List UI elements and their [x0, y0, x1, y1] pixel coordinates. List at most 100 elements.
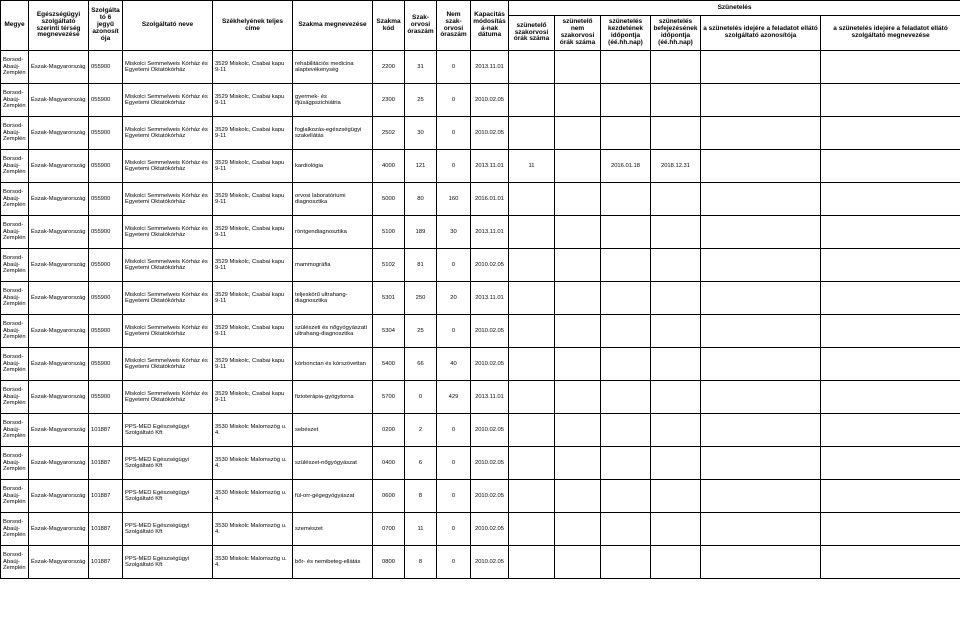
table-cell: szemészet: [293, 513, 373, 546]
table-row: Borsod-Abaúj-ZemplénÉszak-Magyarország05…: [1, 183, 960, 216]
table-cell: Észak-Magyarország: [29, 150, 89, 183]
table-cell: Észak-Magyarország: [29, 315, 89, 348]
table-cell: [509, 183, 555, 216]
table-cell: [821, 480, 960, 513]
table-cell: 3529 Miskolc, Csabai kapu 9-11: [213, 282, 293, 315]
table-cell: Észak-Magyarország: [29, 414, 89, 447]
table-cell: 6: [405, 447, 437, 480]
table-cell: [509, 348, 555, 381]
table-cell: gyermek- és ifjúságpszichiátria: [293, 84, 373, 117]
table-cell: szülészet-nőgyógyászat: [293, 447, 373, 480]
table-cell: 2018.12.31: [651, 150, 701, 183]
table-cell: 0: [437, 513, 471, 546]
table-cell: 3529 Miskolc, Csabai kapu 9-11: [213, 315, 293, 348]
table-cell: 20: [437, 282, 471, 315]
table-cell: 0: [437, 480, 471, 513]
table-cell: Észak-Magyarország: [29, 216, 89, 249]
col-cim: Székhelyének teljes címe: [213, 1, 293, 51]
table-cell: Miskolci Semmelweis Kórház és Egyetemi O…: [123, 315, 213, 348]
table-cell: [821, 150, 960, 183]
table-cell: Borsod-Abaúj-Zemplén: [1, 51, 29, 84]
table-cell: [701, 315, 821, 348]
table-cell: 2300: [373, 84, 405, 117]
table-cell: [701, 447, 821, 480]
table-cell: 2013.11.01: [471, 282, 509, 315]
table-cell: rehabilitációs medicina alaptevékenység: [293, 51, 373, 84]
table-cell: [601, 84, 651, 117]
table-cell: 0: [437, 447, 471, 480]
table-cell: [555, 546, 601, 579]
table-cell: 2013.11.01: [471, 150, 509, 183]
table-cell: Észak-Magyarország: [29, 447, 89, 480]
table-cell: 2016.01.18: [601, 150, 651, 183]
table-cell: 2016.01.01: [471, 183, 509, 216]
table-cell: [509, 84, 555, 117]
table-cell: Borsod-Abaúj-Zemplén: [1, 84, 29, 117]
table-cell: [701, 183, 821, 216]
table-cell: 055900: [89, 348, 123, 381]
table-cell: [651, 216, 701, 249]
table-cell: Miskolci Semmelweis Kórház és Egyetemi O…: [123, 249, 213, 282]
table-cell: [601, 381, 651, 414]
table-cell: [701, 513, 821, 546]
table-cell: PPS-MED Egészségügyi Szolgáltató Kft: [123, 414, 213, 447]
table-cell: [701, 216, 821, 249]
table-cell: 0: [405, 381, 437, 414]
table-cell: 121: [405, 150, 437, 183]
table-cell: 3530 Miskolc Malomszög u. 4.: [213, 513, 293, 546]
table-cell: 3529 Miskolc, Csabai kapu 9-11: [213, 84, 293, 117]
col-szakmakod: Szakma kód: [373, 1, 405, 51]
table-cell: Észak-Magyarország: [29, 183, 89, 216]
table-cell: [601, 216, 651, 249]
table-cell: Borsod-Abaúj-Zemplén: [1, 249, 29, 282]
table-cell: 055900: [89, 315, 123, 348]
table-cell: [821, 84, 960, 117]
table-cell: [821, 315, 960, 348]
col-szun-azon: a szünetelés idejére a feladatot ellátó …: [701, 16, 821, 51]
table-cell: Borsod-Abaúj-Zemplén: [1, 546, 29, 579]
table-cell: 3530 Miskolc Malomszög u. 4.: [213, 546, 293, 579]
table-cell: 3529 Miskolc, Csabai kapu 9-11: [213, 381, 293, 414]
table-cell: 11: [405, 513, 437, 546]
table-cell: [555, 282, 601, 315]
table-cell: [509, 51, 555, 84]
table-cell: mammográfia: [293, 249, 373, 282]
table-cell: [601, 414, 651, 447]
table-cell: Miskolci Semmelweis Kórház és Egyetemi O…: [123, 84, 213, 117]
table-cell: Észak-Magyarország: [29, 546, 89, 579]
table-cell: [509, 546, 555, 579]
table-cell: 0600: [373, 480, 405, 513]
table-cell: sebészet: [293, 414, 373, 447]
table-cell: Borsod-Abaúj-Zemplén: [1, 117, 29, 150]
table-cell: [651, 51, 701, 84]
table-cell: 3529 Miskolc, Csabai kapu 9-11: [213, 249, 293, 282]
table-cell: 160: [437, 183, 471, 216]
table-cell: 055900: [89, 282, 123, 315]
table-cell: [651, 282, 701, 315]
table-cell: PPS-MED Egészségügyi Szolgáltató Kft: [123, 447, 213, 480]
table-cell: [821, 117, 960, 150]
table-cell: [601, 51, 651, 84]
col-kapdat: Kapacitás módosításá-nak dátuma: [471, 1, 509, 51]
table-row: Borsod-Abaúj-ZemplénÉszak-Magyarország05…: [1, 51, 960, 84]
table-cell: Észak-Magyarország: [29, 513, 89, 546]
table-cell: 101887: [89, 546, 123, 579]
table-cell: 31: [405, 51, 437, 84]
table-cell: kórbonctan és kórszövettan: [293, 348, 373, 381]
table-cell: [701, 84, 821, 117]
table-cell: [509, 117, 555, 150]
table-cell: szülészeti és nőgyógyászati ultrahang-di…: [293, 315, 373, 348]
table-cell: [821, 282, 960, 315]
table-cell: 2: [405, 414, 437, 447]
table-cell: 101887: [89, 480, 123, 513]
table-cell: [601, 348, 651, 381]
table-cell: 30: [437, 216, 471, 249]
table-cell: [555, 117, 601, 150]
table-cell: 2013.11.01: [471, 216, 509, 249]
table-cell: 3530 Miskolc Malomszög u. 4.: [213, 414, 293, 447]
col-group-szunetel: Szünetelés: [509, 1, 960, 16]
col-megye: Megye: [1, 1, 29, 51]
table-cell: [555, 447, 601, 480]
table-cell: [555, 150, 601, 183]
table-cell: 5304: [373, 315, 405, 348]
